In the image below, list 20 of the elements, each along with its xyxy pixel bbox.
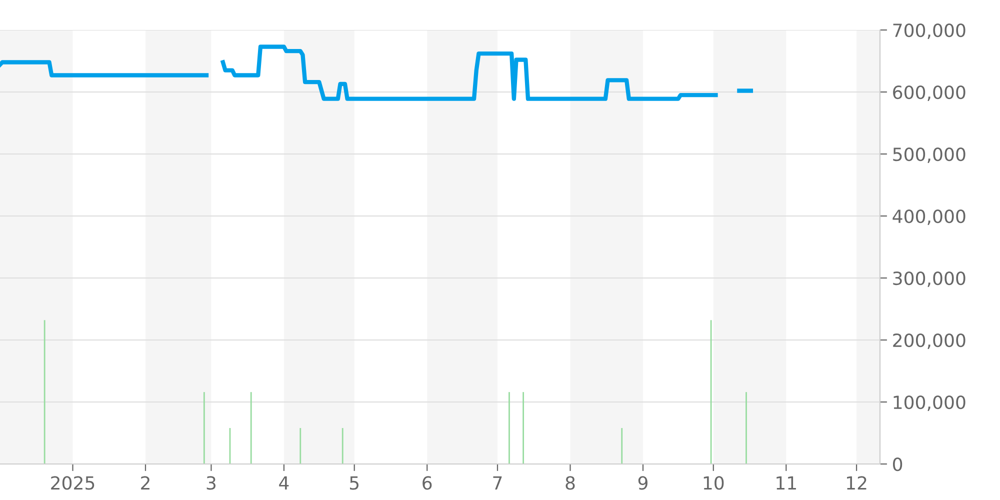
x-tick-label: 9 [638,476,648,490]
y-tick-label: 600,000 [893,85,966,101]
y-tick-label: 400,000 [892,209,966,225]
x-tick-label: 12 [847,476,866,490]
x-tick-label: 4 [279,476,289,490]
y-tick-label: 300,000 [893,271,966,287]
x-tick-label: 5 [350,476,359,490]
x-tick-label: 8 [566,476,575,490]
x-tick-label: 2025 [51,476,94,490]
x-tick-label: 7 [493,476,502,490]
y-tick-label: 0 [892,457,902,472]
x-tick-label: 2 [141,476,150,490]
x-tick-label: 10 [704,476,724,490]
y-tick-label: 500,000 [893,147,966,163]
y-tick-label: 100,000 [894,395,966,411]
x-tick-label: 11 [776,476,796,490]
x-tick-label: 3 [206,476,216,490]
y-tick-label: 700,000 [893,23,966,39]
x-tick-label: 6 [422,476,432,490]
y-tick-label: 200,000 [893,333,966,349]
